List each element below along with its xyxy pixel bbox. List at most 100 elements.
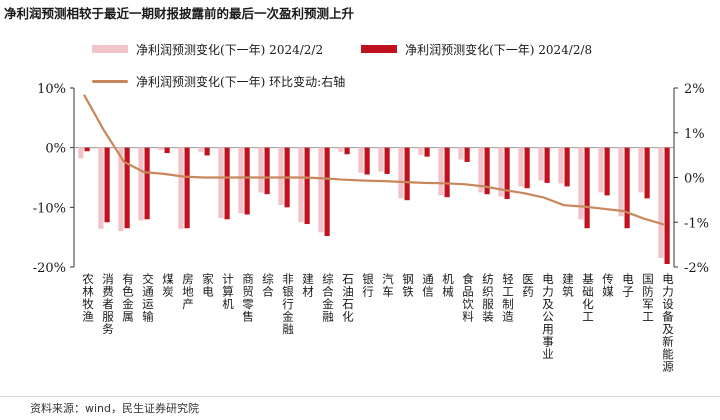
- x-tick-label: 综合金融: [321, 272, 335, 323]
- bar-series-2: [404, 147, 410, 201]
- x-tick-label: 石油石化: [341, 273, 355, 323]
- bar-series-2: [264, 147, 270, 195]
- y-left-tick-label: 10%: [37, 82, 66, 97]
- bar-series-2: [144, 147, 150, 220]
- x-tick-label: 机械: [441, 272, 455, 298]
- x-tick-label: 综合: [261, 272, 275, 298]
- bar-series-2: [524, 147, 530, 189]
- x-tick-label: 轻工制造: [501, 272, 515, 323]
- bar-series-2: [544, 147, 550, 183]
- bar-series-1: [398, 147, 404, 199]
- bar-series-2: [224, 147, 230, 220]
- x-tick-label: 煤炭: [161, 273, 175, 298]
- legend-item-series-3: 净利润预测变化(下一年) 环比变动:右轴: [92, 73, 345, 90]
- x-tick-label: 国防军工: [641, 273, 655, 323]
- bar-series-2: [464, 147, 470, 162]
- source-note: 资料来源：wind，民生证券研究院: [30, 402, 200, 415]
- bar-series-2: [164, 147, 170, 154]
- x-tick-label: 电力设备及新能源: [661, 273, 675, 373]
- chart-title: 净利润预测相较于最近一期财报披露前的最后一次盈利预测上升: [4, 6, 355, 21]
- bar-series-1: [358, 147, 364, 173]
- y-right-tick-label: 0%: [684, 172, 705, 187]
- bar-series-2: [664, 147, 670, 265]
- y-right-tick-label: 1%: [684, 127, 705, 142]
- x-tick-label: 建筑: [561, 272, 575, 298]
- bar-series-1: [578, 147, 584, 220]
- x-tick-label: 建材: [301, 272, 315, 298]
- bar-series-1: [478, 147, 484, 193]
- line-series-3: [83, 94, 665, 226]
- x-tick-label: 通信: [421, 273, 435, 298]
- x-tick-label: 医药: [521, 273, 535, 298]
- x-tick-label: 银行: [361, 272, 375, 298]
- legend-item-series-2: 净利润预测变化(下一年) 2024/2/8: [361, 41, 592, 58]
- bar-series-1: [258, 147, 264, 193]
- bar-series-2: [604, 147, 610, 196]
- bar-series-2: [304, 147, 310, 225]
- x-tick-label: 钢铁: [401, 273, 415, 298]
- x-tick-label: 食品饮料: [461, 272, 475, 323]
- y-left-tick-label: -20%: [33, 261, 66, 276]
- x-tick-label: 基础化工: [581, 273, 595, 323]
- legend-swatch-series-2: [361, 45, 398, 53]
- bar-series-1: [298, 147, 304, 223]
- x-tick-label: 农林牧渔: [81, 272, 95, 323]
- legend-label-series-2: 净利润预测变化(下一年) 2024/2/8: [405, 42, 593, 57]
- bar-series-2: [124, 147, 130, 229]
- bar-series-1: [158, 147, 164, 151]
- bar-series-1: [178, 147, 184, 229]
- x-tick-label: 电力及公用事业: [541, 273, 555, 361]
- bar-series-1: [238, 147, 244, 214]
- bar-series-2: [344, 147, 350, 155]
- y-right-tick-label: -2%: [684, 261, 709, 276]
- bar-series-2: [624, 147, 630, 229]
- legend: 净利润预测变化(下一年) 2024/2/2 净利润预测变化(下一年) 2024/…: [92, 40, 630, 104]
- bar-series-2: [104, 147, 110, 223]
- bar-series-1: [198, 147, 204, 152]
- bar-series-1: [658, 147, 664, 259]
- bar-series-2: [484, 147, 490, 195]
- x-tick-label: 交通运输: [141, 272, 155, 323]
- bar-series-2: [244, 147, 250, 215]
- bar-series-1: [598, 147, 604, 193]
- bar-series-1: [138, 147, 144, 221]
- x-tick-label: 非银行金融: [281, 273, 295, 336]
- y-right-tick-label: 2%: [684, 82, 705, 97]
- bar-series-1: [618, 147, 624, 217]
- bar-series-2: [84, 147, 90, 152]
- bar-series-1: [338, 147, 344, 152]
- bar-series-2: [564, 147, 570, 187]
- legend-item-series-1: 净利润预测变化(下一年) 2024/2/2: [92, 41, 323, 58]
- legend-swatch-series-3: [92, 79, 128, 83]
- bar-series-1: [418, 147, 424, 155]
- x-tick-label: 有色金属: [121, 272, 135, 323]
- bar-series-1: [78, 147, 84, 159]
- bar-series-1: [538, 147, 544, 181]
- x-tick-label: 纺织服装: [481, 272, 495, 323]
- x-tick-label: 消费者服务: [101, 272, 115, 335]
- x-tick-label: 房地产: [181, 273, 195, 311]
- bar-series-1: [458, 147, 464, 160]
- bar-series-1: [278, 147, 284, 205]
- y-right-tick-label: -1%: [684, 216, 709, 231]
- bar-series-1: [318, 147, 324, 233]
- bar-series-2: [644, 147, 650, 199]
- bar-series-1: [98, 147, 104, 229]
- bar-series-2: [324, 147, 330, 236]
- x-tick-label: 家电: [201, 272, 215, 298]
- legend-swatch-series-1: [92, 45, 128, 53]
- bar-series-1: [118, 147, 124, 232]
- bar-series-1: [378, 147, 384, 172]
- bar-series-2: [444, 147, 450, 198]
- bar-series-1: [218, 147, 224, 219]
- bar-series-2: [504, 147, 510, 199]
- bar-series-1: [438, 147, 444, 196]
- x-tick-label: 汽车: [381, 272, 395, 298]
- bar-series-2: [584, 147, 590, 229]
- bar-series-2: [184, 147, 190, 229]
- bar-series-2: [364, 147, 370, 175]
- x-tick-label: 电子: [621, 273, 635, 298]
- bar-series-2: [384, 147, 390, 174]
- x-tick-label: 商贸零售: [241, 272, 255, 323]
- bar-series-1: [518, 147, 524, 187]
